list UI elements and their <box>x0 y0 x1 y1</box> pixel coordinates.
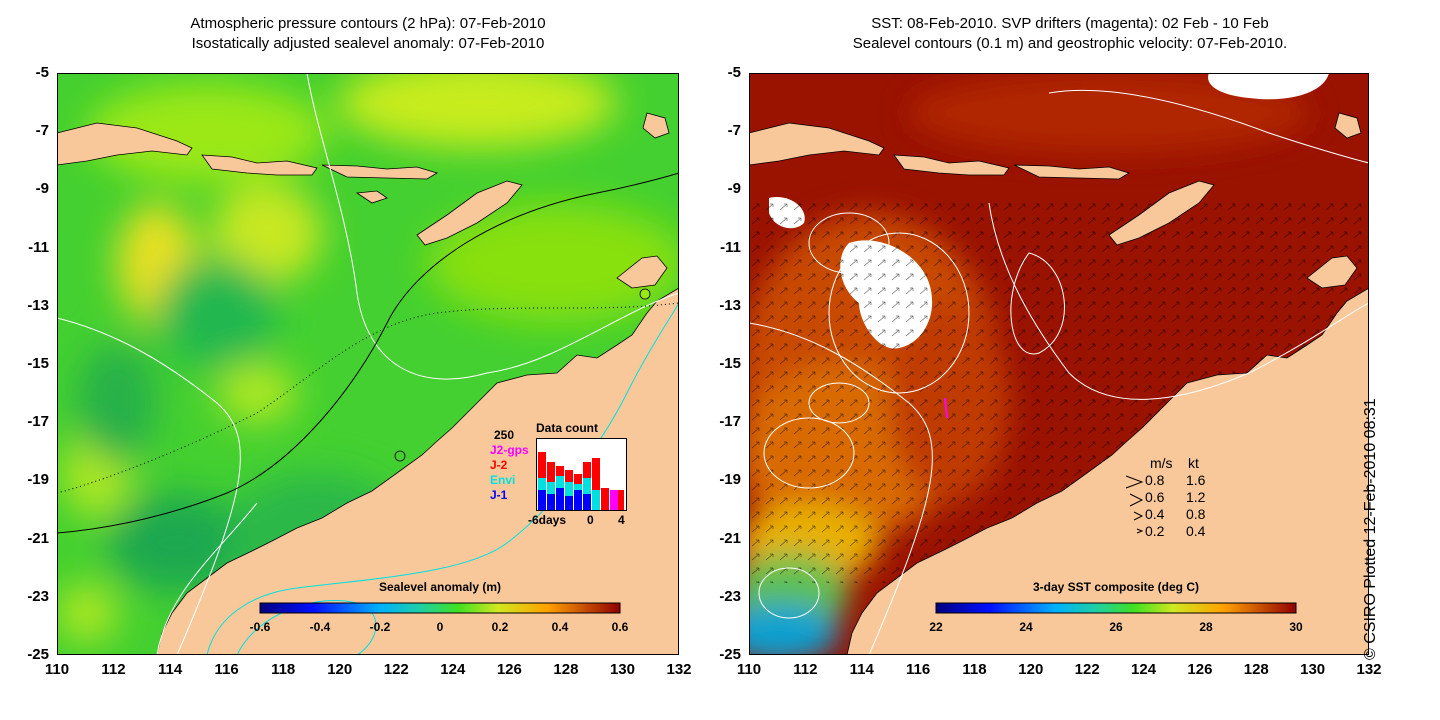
series-label-j2gps: J2-gps <box>490 443 529 457</box>
right-lon-tick: 132 <box>1356 661 1382 678</box>
sst-map <box>749 73 1369 655</box>
java-land <box>57 122 193 166</box>
data-count-xtick-zero: 0 <box>587 513 594 527</box>
left-lon-tick: 112 <box>101 661 126 678</box>
data-count-xtick-end: 4 <box>618 513 625 527</box>
legend-row4-ms: 0.2 <box>1145 523 1165 539</box>
left-lat-tick: -21 <box>27 529 49 547</box>
right-lat-tick: -7 <box>727 122 741 140</box>
sla-colorbar-tick: 0.4 <box>551 620 569 634</box>
credit-text: © CSIRO Plotted 12-Feb-2010 08:31 <box>1362 398 1379 660</box>
sst-colorbar-tick: 22 <box>929 620 943 634</box>
left-lon-tick: 116 <box>214 661 239 678</box>
left-lat-tick: -25 <box>27 646 49 663</box>
left-lon-tick: 124 <box>440 661 466 678</box>
data-count-xtick-start: -6days <box>528 513 567 527</box>
left-lat-tick: -15 <box>27 355 49 372</box>
left-lat-tick: -11 <box>28 238 49 256</box>
sst-colorbar-tick: 26 <box>1109 620 1123 634</box>
sla-colorbar-tick: 0.6 <box>611 620 629 634</box>
right-lon-tick: 114 <box>849 661 874 678</box>
sst-colorbar <box>935 602 1297 614</box>
left-lat-tick: -5 <box>35 64 49 81</box>
sst-colorbar-tick: 28 <box>1199 620 1213 634</box>
legend-row1-ms: 0.8 <box>1145 472 1165 488</box>
right-lat-tick: -15 <box>719 355 741 372</box>
left-lon-tick: 110 <box>44 661 70 678</box>
left-lon-tick: 128 <box>553 661 579 678</box>
right-lon-tick: 112 <box>793 661 818 678</box>
sst-colorbar-tick: 24 <box>1019 620 1033 634</box>
right-lon-tick: 110 <box>736 661 762 678</box>
data-count-bars <box>536 438 627 511</box>
left-lat-tick: -13 <box>27 296 49 314</box>
legend-header-ms: m/s <box>1150 455 1173 471</box>
left-lon-tick: 114 <box>157 661 183 678</box>
series-label-j1: J-1 <box>490 488 508 502</box>
left-lon-tick: 118 <box>271 661 296 678</box>
right-lat-tick: -21 <box>719 529 741 547</box>
sla-colorbar-tick: -0.2 <box>369 620 391 634</box>
pressure-contours <box>57 73 679 655</box>
right-lon-tick: 116 <box>905 661 931 678</box>
legend-row2-kt: 1.2 <box>1186 489 1206 505</box>
series-label-j2: J-2 <box>490 458 508 472</box>
right-panel-title: SST: 08-Feb-2010. SVP drifters (magenta)… <box>760 14 1380 54</box>
right-lon-tick: 126 <box>1187 661 1213 678</box>
right-lat-tick: -11 <box>720 238 741 256</box>
right-lat-tick: -9 <box>727 180 741 198</box>
sealevel-anomaly-map <box>57 73 679 655</box>
legend-row4-kt: 0.4 <box>1186 523 1206 539</box>
data-count-max: 250 <box>494 428 515 442</box>
left-lon-tick: 120 <box>327 661 353 678</box>
sla-field <box>57 73 679 643</box>
left-lat-tick: -19 <box>27 471 49 489</box>
sst-colorbar-title: 3-day SST composite (deg C) <box>1032 580 1200 594</box>
data-count-title: Data count <box>536 421 599 435</box>
right-lon-tick: 122 <box>1074 661 1100 678</box>
right-lat-tick: -13 <box>719 296 741 314</box>
left-lat-tick: -23 <box>27 587 49 605</box>
left-lat-tick: -7 <box>35 122 49 140</box>
right-lon-tick: 128 <box>1243 661 1269 678</box>
legend-arrows <box>1125 475 1144 534</box>
legend-header-kt: kt <box>1188 455 1199 471</box>
right-lat-tick: -17 <box>719 413 741 431</box>
right-title-line2: Sealevel contours (0.1 m) and geostrophi… <box>852 35 1288 52</box>
left-panel-title: Atmospheric pressure contours (2 hPa): 0… <box>118 14 618 54</box>
left-lon-tick: 130 <box>609 661 635 678</box>
right-lat-tick: -19 <box>719 471 741 489</box>
sla-colorbar-tick: -0.4 <box>309 620 331 634</box>
right-lat-tick: -23 <box>719 587 741 605</box>
sla-colorbar-tick: 0.2 <box>491 620 509 634</box>
sla-colorbar <box>259 602 621 614</box>
right-lon-tick: 120 <box>1018 661 1044 678</box>
right-title-line1: SST: 08-Feb-2010. SVP drifters (magenta)… <box>871 15 1269 32</box>
left-lon-tick: 126 <box>496 661 522 678</box>
timor-land <box>416 180 523 246</box>
left-lon-tick: 132 <box>666 661 692 678</box>
right-lat-tick: -25 <box>719 646 741 663</box>
left-title-line1: Atmospheric pressure contours (2 hPa): 0… <box>190 15 546 32</box>
left-lon-tick: 122 <box>383 661 409 678</box>
left-title-line2: Isostatically adjusted sealevel anomaly:… <box>191 35 545 52</box>
legend-row3-kt: 0.8 <box>1186 506 1206 522</box>
legend-row1-kt: 1.6 <box>1186 472 1206 488</box>
series-label-envi: Envi <box>490 473 516 487</box>
australia-land <box>846 287 1369 655</box>
left-lat-tick: -17 <box>27 413 49 431</box>
right-lon-tick: 130 <box>1300 661 1326 678</box>
sealevel-contours <box>749 89 1369 655</box>
legend-row2-ms: 0.6 <box>1145 489 1165 505</box>
sla-colorbar-tick: 0 <box>436 620 444 634</box>
legend-row3-ms: 0.4 <box>1145 506 1165 522</box>
sla-colorbar-tick: -0.6 <box>249 620 271 634</box>
right-lon-tick: 124 <box>1131 661 1157 678</box>
australia-land <box>156 287 679 655</box>
sst-colorbar-tick: 30 <box>1289 620 1303 634</box>
sla-colorbar-title: Sealevel anomaly (m) <box>378 580 502 594</box>
right-lat-tick: -5 <box>727 64 741 81</box>
right-lon-tick: 118 <box>962 661 987 678</box>
left-lat-tick: -9 <box>35 180 49 198</box>
